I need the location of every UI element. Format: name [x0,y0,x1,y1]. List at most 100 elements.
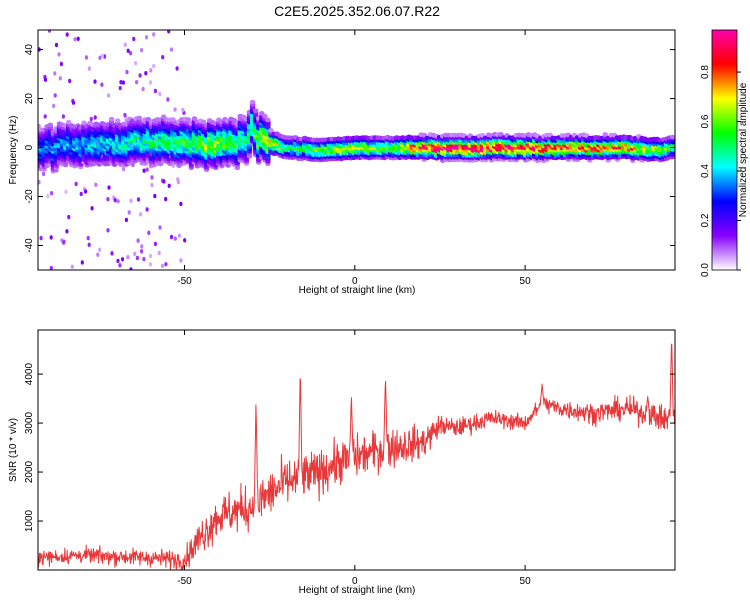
heatmap-speckle [61,114,65,119]
heatmap-cell [38,123,41,129]
heatmap-speckle [148,262,152,267]
heatmap-speckle [100,53,104,59]
heatmap-x-ticks: -50 0 50 [177,30,531,287]
heatmap-speckle [125,69,129,75]
heatmap-speckle [144,71,148,76]
heatmap-cell [498,132,504,137]
heatmap-speckle [124,217,128,223]
heatmap-speckle [171,163,175,168]
heatmap-speckle [160,263,165,269]
heatmap-speckle [80,260,84,265]
snr-x-ticks: -50 0 50 [177,330,531,587]
snr-y-tick-label: 4000 [24,363,35,386]
heatmap-cell [108,116,115,122]
snr-x-tick-label: 50 [520,576,532,587]
heatmap-speckle [150,175,154,180]
heatmap-speckle [123,42,127,47]
heatmap-cell [200,119,207,125]
snr-panel: -50 0 50 1000 2000 3000 4000 Height of straig… [8,329,676,596]
heatmap-speckle [116,258,120,264]
heatmap-speckle [39,235,43,241]
heatmap-speckle [62,239,66,244]
heatmap-speckle [129,51,133,56]
heatmap-speckle [47,30,52,33]
heatmap-cells [38,30,675,270]
heatmap-speckle [74,181,78,187]
heatmap-y-ticks: -40 -20 0 20 40 [24,44,675,253]
heatmap-speckle [179,258,183,263]
heatmap-speckle [94,182,98,187]
heatmap-speckle [87,66,91,71]
heatmap-speckle [98,247,102,252]
heatmap-speckle [73,37,77,42]
heatmap-cell [231,118,237,123]
heatmap-cell [262,113,268,119]
heatmap-cell [47,122,54,128]
heatmap-speckle [150,182,154,188]
snr-x-tick-label: -50 [177,576,192,587]
heatmap-speckle [173,236,177,241]
heatmap-speckle [57,52,61,57]
heatmap-frame [37,29,676,271]
heatmap-speckle [67,214,71,220]
heatmap-speckle [126,48,130,53]
heatmap-speckle [50,191,54,196]
heatmap-speckle [116,199,120,204]
heatmap-speckle [106,228,110,233]
colorbar-ticks: 0.0 0.2 0.4 0.6 0.8 [700,65,741,277]
heatmap-y-tick-label: -40 [24,238,35,253]
snr-x-axis-label: Height of straight line (km) [299,585,416,596]
snr-frame [37,329,676,571]
heatmap-speckle [64,189,68,194]
colorbar-tick-label: 0.8 [700,65,711,79]
heatmap-x-tick-label: -50 [177,276,192,287]
heatmap-speckle [118,263,122,268]
heatmap-speckle [131,162,135,168]
heatmap-cell [170,117,176,122]
heatmap-speckle [140,244,144,249]
heatmap-speckle [84,189,88,194]
heatmap-speckle [167,30,171,34]
heatmap-speckle [49,265,53,270]
heatmap-speckle [140,249,144,254]
figure-title: C2E5.2025.352.06.07.R22 [274,3,440,19]
heatmap-speckle [164,196,168,202]
heatmap-cell [602,132,608,137]
heatmap-speckle [175,66,179,71]
heatmap-speckle [59,61,64,67]
heatmap-speckle [121,80,125,85]
heatmap-speckle [86,235,90,241]
heatmap-speckle [126,255,130,260]
heatmap-speckle [129,267,133,270]
heatmap-cell [191,116,198,121]
heatmap-cell [249,99,256,105]
snr-x-tick-label: 0 [352,576,358,587]
heatmap-speckle [136,238,140,243]
heatmap-speckle [169,234,174,240]
heatmap-speckle [149,68,153,73]
heatmap-speckle [89,116,93,122]
heatmap-speckle [166,97,170,102]
heatmap-y-axis-label: Frequency (Hz) [8,116,19,185]
snr-y-axis-label: SNR (10 * v/v) [8,418,19,482]
heatmap-x-axis-label: Height of straight line (km) [299,285,416,296]
heatmap-speckle [55,168,59,173]
heatmap-speckle [142,256,146,262]
heatmap-speckle [42,171,46,177]
heatmap-speckle [158,91,162,97]
heatmap-y-tick-label: 40 [24,44,35,56]
heatmap-speckle [144,35,149,40]
heatmap-speckle [68,78,72,84]
heatmap-speckle [70,264,74,269]
colorbar-tick-label: 0.0 [700,263,711,277]
heatmap-speckle [161,55,165,60]
heatmap-speckle [152,63,156,69]
heatmap-x-tick-label: 50 [520,276,532,287]
heatmap-speckle [153,193,157,199]
heatmap-cell [265,117,271,123]
heatmap-speckle [123,112,127,118]
heatmap-speckle [113,198,117,203]
heatmap-speckle [136,197,141,202]
snr-plot-background [38,330,675,570]
heatmap-speckle [53,71,57,76]
